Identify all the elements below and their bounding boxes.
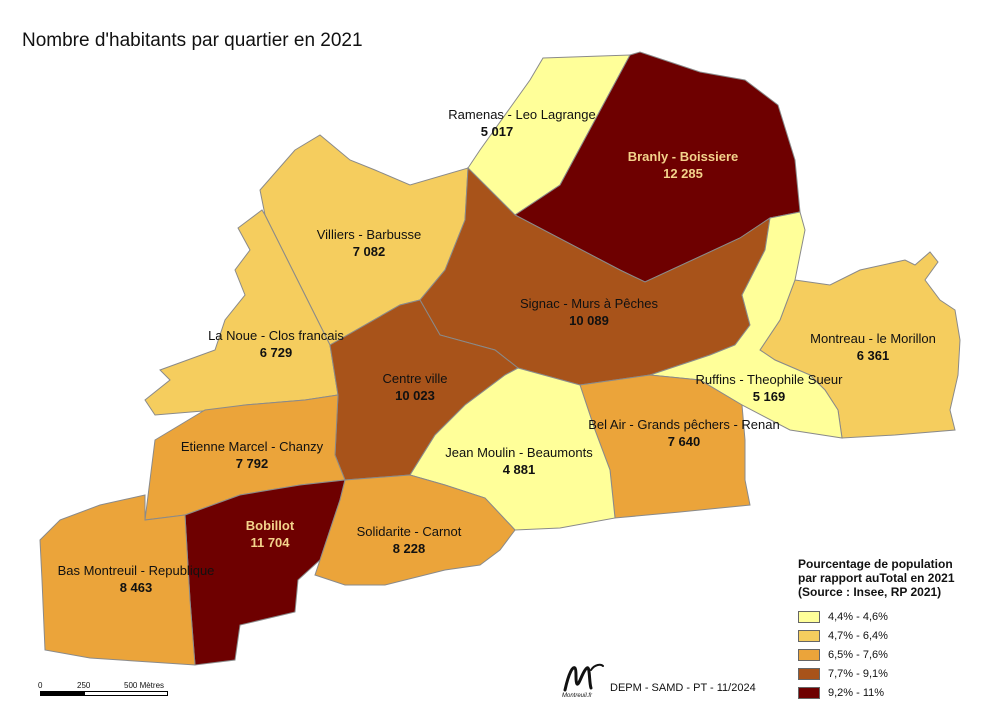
label-montreau-population: 6 361 <box>857 348 890 363</box>
scale-label-250: 250 <box>77 681 91 690</box>
label-bobillot-population: 11 704 <box>250 535 290 550</box>
label-villiers-name: Villiers - Barbusse <box>317 227 422 242</box>
legend-label: 6,5% - 7,6% <box>828 648 888 661</box>
legend-title: Pourcentage de population par rapport au… <box>798 557 955 599</box>
label-basmontreuil-population: 8 463 <box>120 580 153 595</box>
map-title: Nombre d'habitants par quartier en 2021 <box>22 30 363 51</box>
legend-label: 4,7% - 6,4% <box>828 629 888 642</box>
label-villiers-population: 7 082 <box>353 244 386 259</box>
label-solidarite-population: 8 228 <box>393 541 426 556</box>
legend-swatch <box>798 629 820 642</box>
scale-label-0: 0 <box>38 681 43 690</box>
label-signac-name: Signac - Murs à Pêches <box>520 296 659 311</box>
legend-swatch <box>798 667 820 680</box>
label-belair-population: 7 640 <box>668 434 701 449</box>
label-ruffins-population: 5 169 <box>753 389 786 404</box>
legend-swatch <box>798 686 820 699</box>
label-signac-population: 10 089 <box>569 313 609 328</box>
label-belair-name: Bel Air - Grands pêchers - Renan <box>588 417 779 432</box>
district-la-noue-clos-francais[interactable] <box>144 209 339 416</box>
label-solidarite-name: Solidarite - Carnot <box>357 524 462 539</box>
scale-bar-graphic <box>40 691 168 696</box>
legend: Pourcentage de population par rapport au… <box>798 557 988 702</box>
legend-item: 4,7% - 6,4% <box>798 626 988 645</box>
label-ruffins-name: Ruffins - Theophile Sueur <box>696 372 844 387</box>
label-ramenas-name: Ramenas - Leo Lagrange <box>448 107 595 122</box>
label-bobillot-name: Bobillot <box>246 518 295 533</box>
district-ruffins-theophile-sueur[interactable] <box>649 211 843 439</box>
legend-item: 6,5% - 7,6% <box>798 645 988 664</box>
scale-label-500: 500 Mètres <box>124 681 165 690</box>
label-centre-population: 10 023 <box>395 388 435 403</box>
legend-swatch <box>798 610 820 623</box>
label-etienne-population: 7 792 <box>236 456 269 471</box>
montreuil-logo <box>563 663 604 692</box>
label-jeanmoulin-population: 4 881 <box>503 462 536 477</box>
label-branly-name: Branly - Boissiere <box>628 149 739 164</box>
district-labels: Ramenas - Leo Lagrange 5 017 Branly - Bo… <box>58 107 936 595</box>
legend-swatch <box>798 648 820 661</box>
label-montreau-name: Montreau - le Morillon <box>810 331 936 346</box>
logo-wordmark: Montreuil.fr <box>562 693 593 699</box>
legend-label: 9,2% - 11% <box>828 686 885 699</box>
legend-item: 9,2% - 11% <box>798 683 988 702</box>
label-branly-population: 12 285 <box>663 166 703 181</box>
label-ramenas-population: 5 017 <box>481 124 514 139</box>
label-jeanmoulin-name: Jean Moulin - Beaumonts <box>445 445 593 460</box>
legend-item: 7,7% - 9,1% <box>798 664 988 683</box>
legend-item: 4,4% - 4,6% <box>798 607 988 626</box>
legend-label: 7,7% - 9,1% <box>828 667 888 680</box>
label-centre-name: Centre ville <box>382 371 447 386</box>
district-bas-montreuil-republique[interactable] <box>39 494 196 666</box>
label-lanoue-name: La Noue - Clos francais <box>208 328 344 343</box>
label-etienne-name: Etienne Marcel - Chanzy <box>181 439 324 454</box>
legend-label: 4,4% - 4,6% <box>828 610 888 623</box>
label-basmontreuil-name: Bas Montreuil - Republique <box>58 563 215 578</box>
district-solidarite-carnot[interactable] <box>314 474 516 586</box>
credit-line: DEPM - SAMD - PT - 11/2024 <box>610 682 756 694</box>
label-lanoue-population: 6 729 <box>260 345 293 360</box>
